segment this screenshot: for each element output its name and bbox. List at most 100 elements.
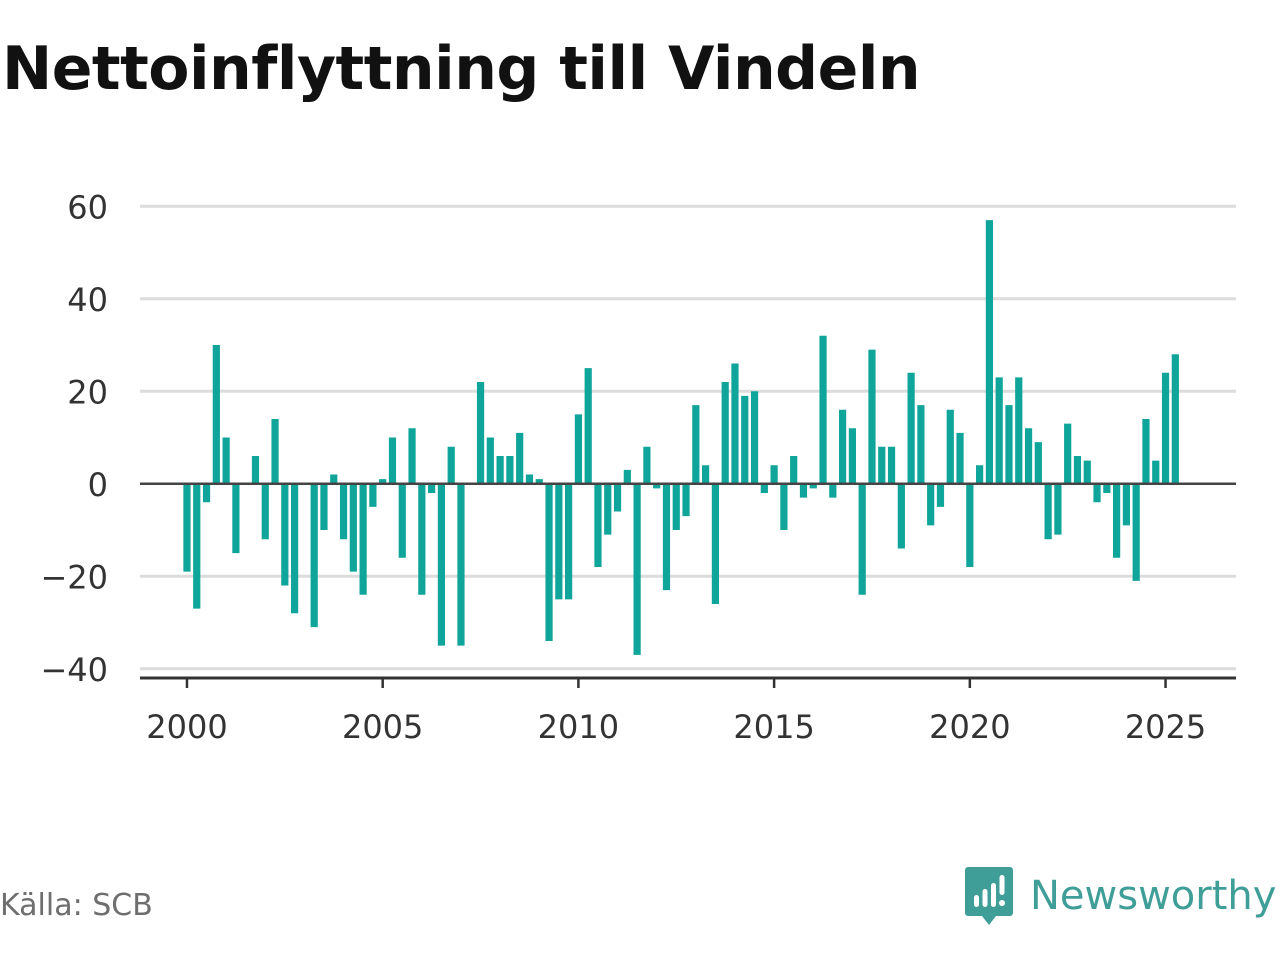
bar [1152,460,1160,484]
bar [261,483,269,540]
bar [251,456,260,484]
x-tick-label: 2025 [1125,708,1206,746]
bar [1171,354,1179,484]
bar [917,405,925,484]
bar [320,483,328,530]
bar [408,428,416,484]
bar [1015,377,1023,484]
bar [662,483,671,591]
bar [887,446,896,484]
bar [565,483,573,600]
bar [643,446,651,484]
bar [907,372,915,484]
y-tick-label: −20 [40,558,108,596]
bar [437,483,445,646]
bar [310,483,318,628]
y-tick-label: 40 [67,281,108,319]
bar [271,419,279,484]
bar [388,437,397,484]
bar [653,483,661,489]
bar [946,409,954,484]
bar [281,483,289,586]
x-tick-label: 2010 [538,708,619,746]
newsworthy-logo-icon [965,867,1013,925]
bar [672,483,680,530]
bar [369,483,377,507]
bar [995,377,1003,484]
bar [799,483,808,498]
bar [1024,428,1033,484]
bar [486,437,494,484]
bar [212,345,220,484]
bar [897,483,905,549]
y-tick-label: 60 [67,188,108,226]
bar [819,335,827,484]
bar [202,483,211,503]
bar [193,483,201,609]
y-tick-label: 20 [67,373,108,411]
bar [702,465,710,484]
bar [1054,483,1062,535]
bar [506,456,514,484]
bar [398,483,406,558]
bar [1132,483,1140,581]
bar [545,483,553,641]
bar [966,483,974,567]
bar [1113,483,1121,558]
bar [339,483,348,540]
bar [1034,442,1042,484]
x-tick-label: 2005 [342,708,423,746]
bar [976,465,984,484]
bar [927,483,935,526]
bar [516,432,524,484]
bar [613,483,622,512]
bar [829,483,837,498]
bar [956,432,964,484]
bar [584,368,592,484]
x-tick-label: 2020 [929,708,1010,746]
bar [770,465,778,484]
bar [349,483,357,572]
y-axis-ticks: −40 −20 0 20 40 60 [40,188,108,689]
bar [780,483,788,530]
y-tick-label: −40 [40,651,108,689]
bar [1142,419,1150,484]
bar [1093,483,1101,503]
bar [525,474,534,484]
bar [604,483,612,535]
bar [476,382,485,484]
bar [633,483,641,655]
bar [1122,483,1130,526]
bar [330,474,338,484]
bar [623,469,631,484]
x-axis: 2000 2005 2010 2015 2020 2025 [140,676,1236,746]
bar [222,437,230,484]
chart-title: Nettoinflyttning till Vindeln [2,34,921,104]
y-tick-label: 0 [88,466,108,504]
bar [457,483,465,646]
bar-chart: −40 −20 0 20 40 60 2000 2005 2010 2015 2020 2025 [40,188,1236,746]
bar [1083,460,1091,484]
grid-lines [140,204,1236,671]
brand-name: Newsworthy [1030,873,1277,919]
bar [1064,423,1072,484]
bar [496,456,504,484]
bar [858,483,866,595]
bar [379,479,387,484]
bar [741,395,749,484]
source-label: Källa: SCB [0,888,153,923]
brand-logo[interactable]: Newsworthy [964,864,1276,928]
bar [1103,483,1111,493]
bar [839,409,847,484]
bar [1161,372,1170,484]
bar [848,428,856,484]
bar [936,483,945,507]
bar [1044,483,1052,540]
bar [760,483,768,493]
x-tick-label: 2015 [733,708,814,746]
bar [682,483,690,517]
bar [809,483,817,489]
x-tick-label: 2000 [146,708,227,746]
bar [232,483,240,554]
bar [428,483,436,493]
